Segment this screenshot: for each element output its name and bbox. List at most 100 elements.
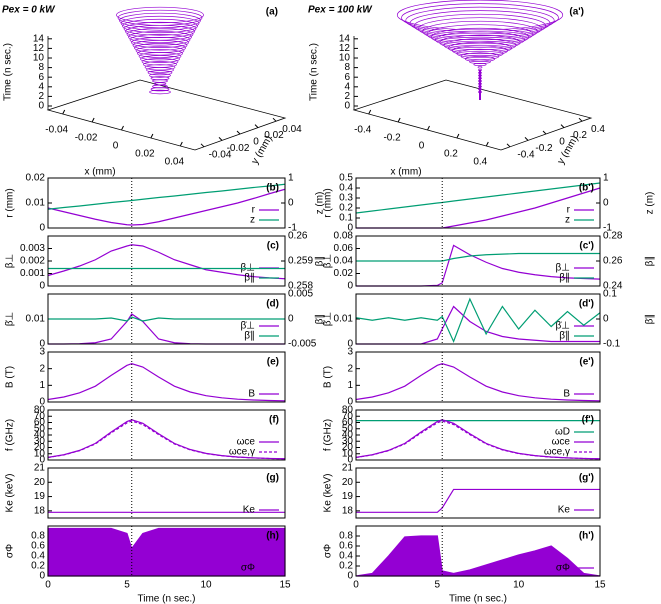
frame xyxy=(47,351,286,403)
trajectory-ring xyxy=(123,21,197,36)
y2-tick-label: 0.26 xyxy=(288,231,308,242)
y-axis-label: σΦ xyxy=(323,544,334,558)
frame xyxy=(355,177,601,229)
trajectory-ring xyxy=(147,70,173,76)
y-tick xyxy=(560,124,565,128)
z-tick-label: 4 xyxy=(344,81,350,92)
y-tick-label: 0.002 xyxy=(20,256,45,267)
y-tick-label: 18 xyxy=(342,505,354,516)
y-tick-label: 0.6 xyxy=(339,541,353,552)
panel-label: (d') xyxy=(579,299,594,310)
y-tick-label: 20 xyxy=(342,442,354,453)
legend-label: σΦ xyxy=(241,563,255,574)
y-tick-label: 0.003 xyxy=(20,243,45,254)
x-tick xyxy=(121,125,124,131)
trajectory-ring xyxy=(120,15,200,31)
frame xyxy=(47,409,286,461)
x-tick-label: 0.04 xyxy=(165,157,185,168)
frame xyxy=(47,467,286,519)
y2-tick-label: -0.1 xyxy=(603,339,621,350)
y-tick-label: 19 xyxy=(342,491,354,502)
y-tick-label: 0.4 xyxy=(31,551,45,562)
y-tick-label: 0.2 xyxy=(339,561,353,572)
y-tick-label: 20 xyxy=(34,477,46,488)
trajectory-ring xyxy=(396,0,564,31)
y2-axis-label: β̇∥ xyxy=(315,314,326,325)
z-tick-label: 14 xyxy=(339,33,351,44)
x-tick-label: -0.2 xyxy=(383,133,401,144)
y-tick-label: 0.06 xyxy=(334,243,354,254)
y2-tick-label: 0.005 xyxy=(288,289,313,300)
x-tick xyxy=(179,141,183,147)
y-tick xyxy=(578,117,583,122)
panel-label: (e') xyxy=(579,357,594,368)
trajectory-ring xyxy=(443,38,517,53)
y-tick-label: 0.2 xyxy=(573,130,587,141)
y2-tick-label: 0.24 xyxy=(603,281,623,292)
y-tick-label: 60 xyxy=(342,417,354,428)
y-tick xyxy=(272,117,277,122)
x-tick xyxy=(91,117,95,123)
y-tick-label: 0.6 xyxy=(31,541,45,552)
line xyxy=(47,183,286,210)
y-tick-label: 0 xyxy=(347,455,353,466)
floor xyxy=(352,79,593,151)
y-axis-label: β̇⊥ xyxy=(323,312,334,326)
x-tick-label: -0.04 xyxy=(45,125,68,136)
y-tick-label: 0.2 xyxy=(31,561,45,572)
x-tick xyxy=(427,125,430,131)
y-tick-label: 0.4 xyxy=(591,124,605,135)
legend-label: Ke xyxy=(558,505,571,516)
y-tick xyxy=(254,124,259,128)
panel-label: (e) xyxy=(267,357,279,368)
y-tick-label: 0.1 xyxy=(339,213,353,224)
x-tick-label: 15 xyxy=(279,580,291,591)
y-tick-label: 0 xyxy=(347,571,353,582)
y2-tick-label: 0 xyxy=(288,198,294,209)
x-tick-label: -0.02 xyxy=(75,133,98,144)
x-axis-label: x (mm) xyxy=(84,167,115,178)
legend-label: β∥ xyxy=(244,273,255,284)
z-tick-label: 0 xyxy=(38,101,44,112)
y-tick-label: 40 xyxy=(34,430,46,441)
y-tick xyxy=(218,137,223,141)
x-tick xyxy=(368,109,372,115)
z-tick-label: 2 xyxy=(38,91,44,102)
y-tick-label: 19 xyxy=(34,491,46,502)
y-tick-label: 3 xyxy=(39,347,45,358)
y-tick-label: 0.08 xyxy=(334,231,354,242)
y-tick-label: 21 xyxy=(342,463,354,474)
x-tick-label: 0 xyxy=(113,141,119,152)
legend-label: ωce,γ xyxy=(544,447,570,458)
y-tick-label: 0.2 xyxy=(339,203,353,214)
y-tick-label: 0 xyxy=(39,339,45,350)
panel-label: (c') xyxy=(579,241,594,252)
trajectory-ring xyxy=(116,6,204,24)
trajectory-ring xyxy=(122,18,198,34)
line xyxy=(355,182,601,214)
y-tick-label: 0.04 xyxy=(282,124,302,135)
line xyxy=(47,363,286,402)
x-tick-label: 0 xyxy=(353,580,359,591)
y2-tick-label: -0.005 xyxy=(288,339,317,350)
y-tick-label: 0.5 xyxy=(339,173,353,184)
y-tick-label: 0.001 xyxy=(20,268,45,279)
x-tick-label: 0.4 xyxy=(473,157,487,168)
y2-axis-label: β̇∥ xyxy=(645,314,656,325)
y-tick-label: 10 xyxy=(342,448,354,459)
y-tick-label: 1 xyxy=(347,380,353,391)
y-tick-label: 0 xyxy=(253,137,259,148)
x-tick-label: 0 xyxy=(45,580,51,591)
y-axis-label: f (GHz) xyxy=(5,419,16,451)
y-axis-label: β⊥ xyxy=(323,254,334,268)
y2-tick-label: 1 xyxy=(288,173,294,184)
y2-tick-label: 0.258 xyxy=(288,281,313,292)
y-tick xyxy=(542,130,547,135)
line xyxy=(47,188,286,226)
x-tick xyxy=(485,141,489,147)
trajectory-ring xyxy=(477,66,483,69)
legend-label: ωD xyxy=(555,427,570,438)
x-tick-label: 0 xyxy=(419,141,425,152)
line xyxy=(47,420,286,460)
panel-label: (h') xyxy=(579,531,594,542)
